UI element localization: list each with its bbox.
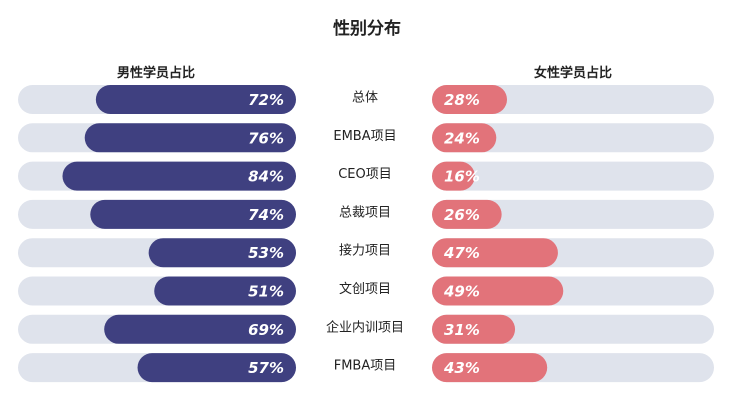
female-bar: [432, 314, 516, 344]
category-label: FMBA项目: [334, 359, 397, 374]
female-value-label: 26%: [444, 206, 480, 224]
male-bar: [154, 276, 296, 306]
female-bar: [432, 276, 564, 306]
female-value-label: 43%: [443, 359, 480, 377]
category-label: 企业内训项目: [326, 319, 404, 335]
female-value-label: 31%: [444, 321, 480, 339]
female-track: [432, 199, 714, 229]
female-value-label: 24%: [444, 129, 480, 147]
female-series-title: 女性学员占比: [534, 65, 612, 81]
female-track: [432, 161, 714, 191]
female-value-label: 47%: [443, 244, 480, 262]
male-bar: [104, 314, 297, 344]
male-value-label: 53%: [248, 244, 284, 262]
female-bar: [432, 85, 508, 114]
male-value-label: 74%: [248, 206, 284, 224]
category-label: CEO项目: [338, 167, 392, 182]
male-value-label: 84%: [248, 168, 284, 186]
female-bar: [432, 123, 497, 153]
female-bar: [432, 238, 558, 268]
chart-rows: 72% 总体 28% 76% EMBA项目 24% 84% CEO项目 16% 74% 总裁项目 26…: [18, 85, 714, 383]
male-bar: [90, 199, 296, 229]
category-label: 总裁项目: [339, 204, 391, 220]
male-value-label: 76%: [248, 129, 284, 147]
category-label: EMBA项目: [333, 129, 396, 144]
male-bar: [62, 161, 297, 191]
male-value-label: 69%: [248, 321, 284, 339]
male-series-title: 男性学员占比: [117, 65, 195, 81]
male-bar: [95, 85, 296, 114]
chart-title: 性别分布: [333, 18, 401, 39]
female-bar: [432, 199, 502, 229]
female-value-label: 16%: [444, 168, 480, 186]
female-value-label: 28%: [444, 91, 480, 109]
male-bar: [84, 123, 296, 153]
female-track: [432, 123, 714, 153]
female-value-label: 49%: [443, 283, 480, 301]
male-value-label: 72%: [248, 91, 284, 109]
male-value-label: 57%: [248, 359, 284, 377]
male-bar: [148, 238, 296, 268]
category-label: 总体: [352, 91, 378, 106]
male-value-label: 51%: [248, 283, 284, 301]
category-label: 文创项目: [339, 282, 391, 297]
male-bar: [137, 353, 296, 383]
female-bar: [432, 161, 475, 191]
female-bar: [432, 353, 548, 383]
category-label: 接力项目: [339, 243, 391, 259]
